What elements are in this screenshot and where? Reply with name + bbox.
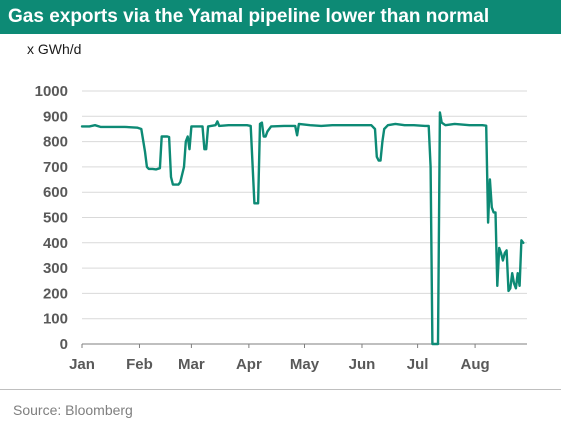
x-tick-label: May [290,356,320,373]
y-tick-label: 300 [43,260,68,277]
footer-divider [0,389,561,390]
x-tick-label: Aug [460,356,489,373]
source-note: Source: Bloomberg [13,402,133,418]
line-chart: 0 100 200 300 400 500 600 700 800 900 1000 Jan Feb Ma… [35,83,527,373]
x-tick-label: Jan [69,356,95,373]
x-tick-label: Mar [178,356,205,373]
x-tick-label: Jun [349,356,376,373]
y-tick-label: 600 [43,184,68,201]
y-tick-label: 100 [43,311,68,328]
x-tick-label: Apr [236,356,262,373]
y-tick-label: 200 [43,285,68,302]
y-unit-label: x GWh/d [27,41,82,57]
y-tick-label: 500 [43,210,68,227]
y-tick-label: 0 [60,336,68,353]
x-tick-label: Feb [126,356,153,373]
y-tick-label: 800 [43,134,68,151]
series-line [80,111,525,346]
y-tick-label: 400 [43,235,68,252]
y-tick-label: 900 [43,108,68,125]
chart-title: Gas exports via the Yamal pipeline lower… [8,6,490,27]
y-tick-label: 700 [43,159,68,176]
title-bar: Gas exports via the Yamal pipeline lower… [0,0,561,34]
y-tick-label: 1000 [35,83,68,100]
x-tick-label: Jul [407,356,429,373]
